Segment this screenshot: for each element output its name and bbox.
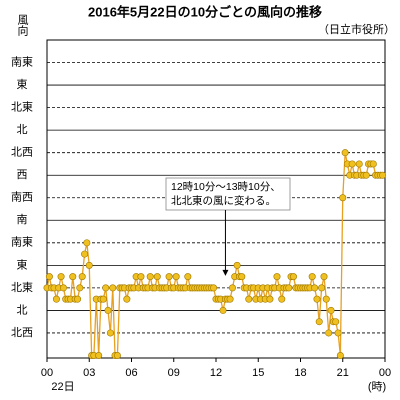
data-point — [146, 273, 154, 281]
y-tick-label: 北 — [17, 123, 28, 136]
data-point — [332, 318, 340, 326]
y-tick-label: 南東 — [11, 55, 33, 68]
y-tick-label: 東 — [17, 78, 28, 91]
data-point — [322, 295, 330, 303]
data-point — [123, 295, 131, 303]
y-tick-label: 北西 — [11, 146, 33, 159]
data-point — [348, 160, 356, 168]
x-tick-label: 12 — [210, 367, 222, 379]
data-point — [315, 318, 323, 326]
data-point — [313, 295, 321, 303]
data-point — [273, 273, 281, 281]
annotation-arrowhead — [222, 269, 229, 276]
annotation-text: 12時10分～13時10分、 — [171, 181, 281, 193]
data-point — [165, 273, 173, 281]
data-point — [325, 329, 333, 337]
data-point — [311, 284, 319, 292]
date-label: 22日 — [51, 381, 74, 393]
chart-subtitle: （日立市役所） — [318, 22, 395, 36]
x-tick-label: 21 — [337, 367, 349, 379]
data-point — [285, 284, 293, 292]
y-tick-label: 北 — [17, 303, 28, 316]
data-point — [59, 284, 67, 292]
data-point — [238, 273, 246, 281]
y-tick-label: 南西 — [11, 191, 33, 204]
x-tick-label: 09 — [168, 367, 180, 379]
data-point — [52, 295, 60, 303]
y-tick-label: 南東 — [11, 236, 33, 249]
y-tick-label: 北東 — [11, 101, 33, 114]
data-point — [369, 160, 377, 168]
y-tick-label: 南 — [17, 213, 28, 226]
data-point — [76, 284, 84, 292]
chart-title: 2016年5月22日の10分ごとの風向の推移 — [88, 4, 322, 19]
annotation-text: 北北東の風に変わる。 — [171, 194, 276, 207]
data-point — [339, 194, 347, 202]
data-point — [113, 351, 121, 359]
data-point — [327, 306, 335, 314]
data-point — [184, 273, 192, 281]
y-axis-label: 風向 — [16, 14, 29, 36]
data-point — [137, 273, 145, 281]
data-point — [57, 273, 65, 281]
x-tick-label: 06 — [125, 367, 137, 379]
annotation-box — [165, 177, 291, 211]
data-point — [109, 284, 117, 292]
data-point — [379, 171, 387, 179]
x-tick-label: 00 — [379, 367, 391, 379]
data-point — [341, 149, 349, 157]
data-point — [95, 351, 103, 359]
data-point — [318, 284, 326, 292]
data-point — [45, 273, 53, 281]
data-point — [320, 273, 328, 281]
data-point — [81, 250, 89, 258]
y-tick-label: 東 — [17, 258, 28, 271]
data-point — [102, 284, 110, 292]
y-tick-label: 西 — [17, 169, 28, 181]
x-tick-label: 00 — [41, 367, 53, 379]
data-point — [104, 306, 112, 314]
data-point — [85, 261, 93, 269]
data-point — [78, 273, 86, 281]
y-tick-label: 北東 — [11, 281, 33, 294]
data-point — [106, 329, 114, 337]
data-point — [228, 284, 236, 292]
x-tick-label: 03 — [83, 367, 95, 379]
data-point — [362, 171, 370, 179]
data-point — [99, 295, 107, 303]
data-point — [334, 329, 342, 337]
x-tick-label: 15 — [252, 367, 264, 379]
data-point — [245, 295, 253, 303]
x-tick-label: 18 — [294, 367, 306, 379]
data-point — [172, 273, 180, 281]
data-point — [153, 273, 161, 281]
data-point — [219, 306, 227, 314]
y-tick-label: 北西 — [11, 326, 33, 339]
data-point — [308, 273, 316, 281]
data-point — [336, 351, 344, 359]
data-point — [278, 295, 286, 303]
data-point — [233, 261, 241, 269]
x-axis-label: (時) — [368, 380, 386, 393]
data-point — [83, 239, 91, 247]
data-point — [226, 295, 234, 303]
data-point — [210, 284, 218, 292]
data-point — [266, 295, 274, 303]
data-point — [74, 295, 82, 303]
data-point — [355, 160, 363, 168]
data-point — [69, 273, 77, 281]
data-point — [289, 273, 297, 281]
